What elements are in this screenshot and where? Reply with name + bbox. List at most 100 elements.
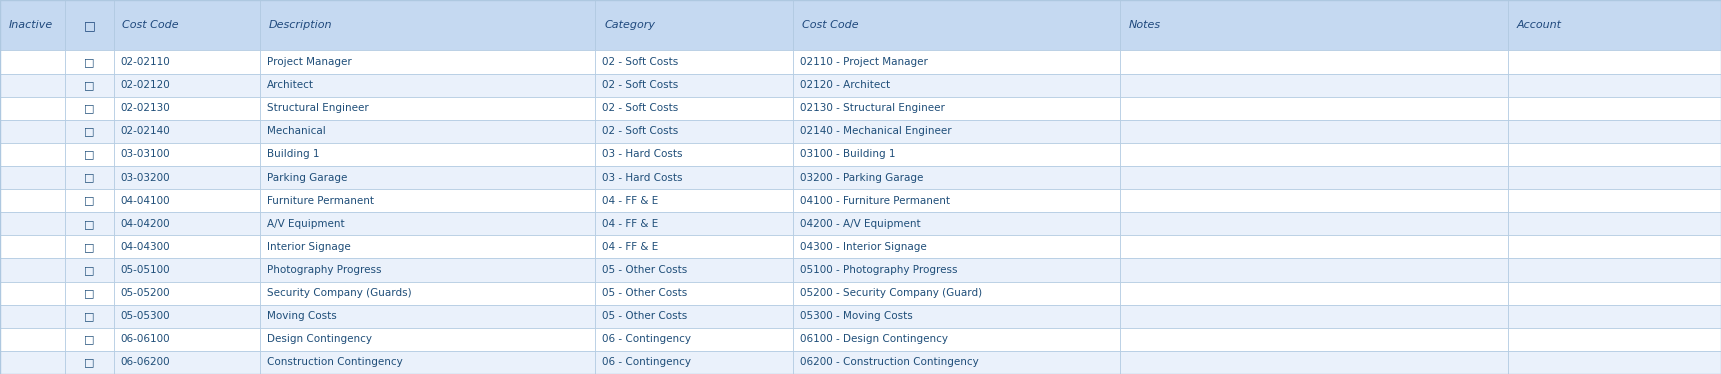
Text: 06200 - Construction Contingency: 06200 - Construction Contingency	[800, 358, 979, 367]
Text: 06 - Contingency: 06 - Contingency	[602, 334, 692, 344]
Text: 06100 - Design Contingency: 06100 - Design Contingency	[800, 334, 948, 344]
Text: Mechanical: Mechanical	[267, 126, 325, 137]
Bar	[260, 328, 595, 351]
Bar	[793, 143, 1120, 166]
Bar	[1120, 235, 1508, 258]
Bar	[114, 235, 260, 258]
Bar	[114, 212, 260, 235]
Bar	[793, 328, 1120, 351]
Bar	[260, 305, 595, 328]
Bar	[65, 235, 114, 258]
Bar	[1120, 50, 1508, 74]
Bar	[114, 351, 260, 374]
Bar	[1508, 212, 1721, 235]
Bar	[1508, 189, 1721, 212]
Text: Building 1: Building 1	[267, 150, 320, 159]
Bar	[0, 97, 65, 120]
Bar	[595, 282, 793, 305]
Text: □: □	[84, 334, 95, 344]
Bar	[0, 143, 65, 166]
Bar	[1508, 305, 1721, 328]
Bar	[1120, 212, 1508, 235]
Bar	[65, 97, 114, 120]
Text: 02130 - Structural Engineer: 02130 - Structural Engineer	[800, 103, 945, 113]
Text: Security Company (Guards): Security Company (Guards)	[267, 288, 411, 298]
Bar	[1120, 328, 1508, 351]
Text: 05 - Other Costs: 05 - Other Costs	[602, 311, 688, 321]
Bar	[0, 212, 65, 235]
Bar	[595, 50, 793, 74]
Bar	[114, 189, 260, 212]
Text: 02120 - Architect: 02120 - Architect	[800, 80, 890, 90]
Bar	[793, 74, 1120, 97]
Bar	[793, 305, 1120, 328]
Bar	[1508, 328, 1721, 351]
Text: Notes: Notes	[1129, 20, 1162, 30]
Bar	[1508, 351, 1721, 374]
Text: 02-02110: 02-02110	[120, 57, 170, 67]
Text: Moving Costs: Moving Costs	[267, 311, 337, 321]
Bar	[0, 0, 65, 50]
Bar	[1120, 282, 1508, 305]
Bar	[793, 258, 1120, 282]
Bar	[0, 50, 65, 74]
Text: Cost Code: Cost Code	[802, 20, 859, 30]
Text: □: □	[84, 150, 95, 159]
Bar	[595, 143, 793, 166]
Text: 04-04100: 04-04100	[120, 196, 170, 206]
Bar	[260, 97, 595, 120]
Bar	[793, 282, 1120, 305]
Bar	[595, 120, 793, 143]
Bar	[1508, 97, 1721, 120]
Bar	[793, 189, 1120, 212]
Bar	[0, 305, 65, 328]
Text: 06-06100: 06-06100	[120, 334, 170, 344]
Bar	[793, 212, 1120, 235]
Text: 05-05300: 05-05300	[120, 311, 170, 321]
Text: 04300 - Interior Signage: 04300 - Interior Signage	[800, 242, 928, 252]
Text: □: □	[84, 358, 95, 367]
Bar	[65, 212, 114, 235]
Bar	[260, 120, 595, 143]
Text: 02 - Soft Costs: 02 - Soft Costs	[602, 103, 678, 113]
Text: Photography Progress: Photography Progress	[267, 265, 382, 275]
Text: □: □	[84, 80, 95, 90]
Text: 02-02120: 02-02120	[120, 80, 170, 90]
Bar	[114, 97, 260, 120]
Text: 05200 - Security Company (Guard): 05200 - Security Company (Guard)	[800, 288, 983, 298]
Bar	[260, 235, 595, 258]
Bar	[114, 166, 260, 189]
Bar	[1508, 50, 1721, 74]
Bar	[595, 74, 793, 97]
Bar	[595, 351, 793, 374]
Text: Architect: Architect	[267, 80, 313, 90]
Bar	[793, 50, 1120, 74]
Text: 04 - FF & E: 04 - FF & E	[602, 219, 659, 229]
Bar	[0, 120, 65, 143]
Bar	[65, 166, 114, 189]
Text: Interior Signage: Interior Signage	[267, 242, 351, 252]
Bar	[1508, 120, 1721, 143]
Text: 05-05100: 05-05100	[120, 265, 170, 275]
Bar	[114, 50, 260, 74]
Bar	[1508, 235, 1721, 258]
Bar	[260, 50, 595, 74]
Text: □: □	[84, 288, 95, 298]
Bar	[114, 143, 260, 166]
Bar	[1120, 305, 1508, 328]
Text: 05 - Other Costs: 05 - Other Costs	[602, 288, 688, 298]
Bar	[260, 351, 595, 374]
Text: □: □	[84, 265, 95, 275]
Bar	[65, 305, 114, 328]
Text: □: □	[84, 196, 95, 206]
Bar	[65, 0, 114, 50]
Bar	[65, 50, 114, 74]
Bar	[1120, 258, 1508, 282]
Bar	[260, 166, 595, 189]
Bar	[1508, 258, 1721, 282]
Bar	[0, 258, 65, 282]
Bar	[793, 0, 1120, 50]
Text: Structural Engineer: Structural Engineer	[267, 103, 368, 113]
Bar	[595, 258, 793, 282]
Bar	[114, 120, 260, 143]
